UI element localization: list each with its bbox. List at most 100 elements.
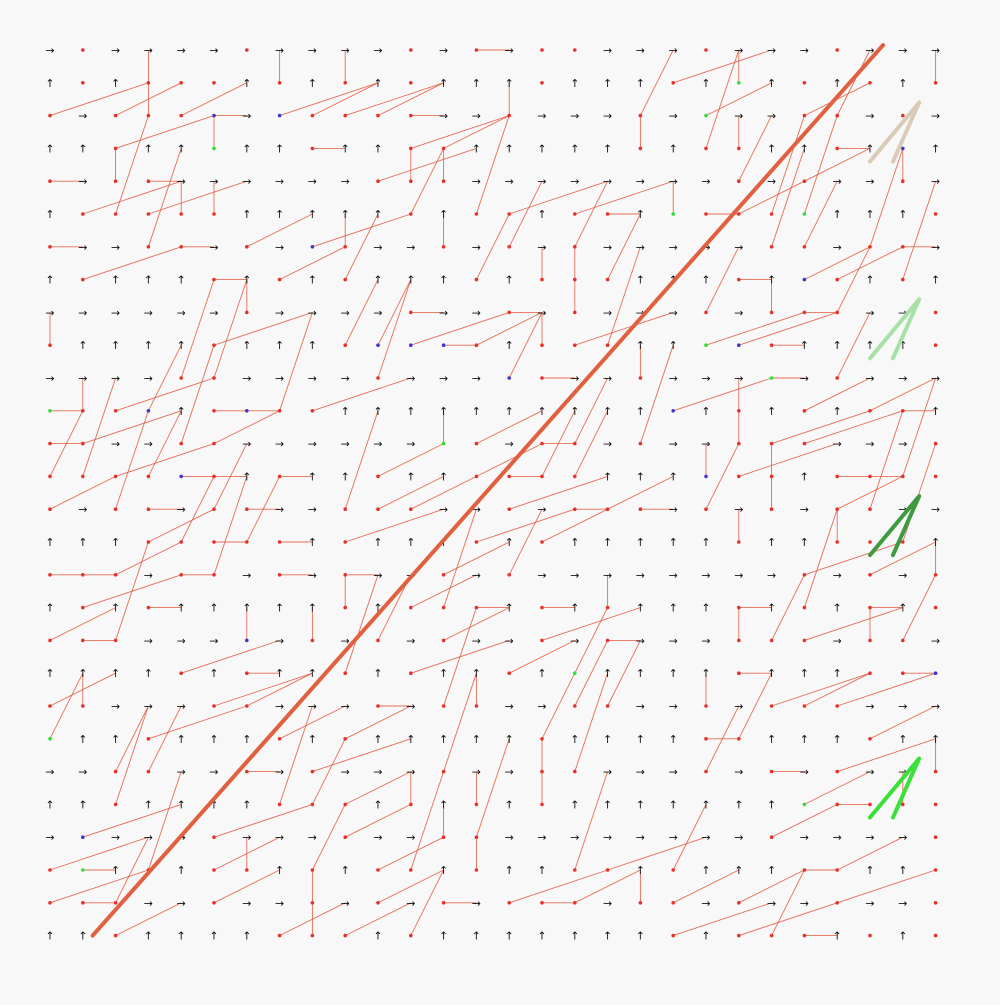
right-arrow-icon: → (505, 175, 514, 188)
grid-edge (574, 311, 674, 346)
grid-node (605, 343, 610, 348)
right-arrow-icon: → (701, 634, 710, 647)
grid-node (868, 802, 872, 807)
right-arrow-icon: → (636, 175, 645, 188)
grid-edge (475, 213, 510, 280)
grid-node (802, 179, 807, 183)
grid-node (179, 81, 183, 85)
right-arrow-icon: → (144, 306, 153, 319)
right-arrow-icon: → (898, 438, 907, 451)
up-arrow-icon: ↑ (537, 405, 546, 418)
grid-edge (115, 902, 182, 937)
right-arrow-icon: → (669, 110, 678, 123)
grid-node (48, 441, 52, 446)
right-arrow-icon: → (45, 306, 54, 319)
right-arrow-icon: → (209, 241, 218, 254)
up-arrow-icon: ↑ (833, 930, 842, 943)
right-arrow-icon: → (275, 634, 284, 647)
grid-node (310, 868, 315, 872)
grid-edge (82, 180, 182, 215)
up-arrow-icon: ↑ (570, 77, 579, 90)
up-arrow-icon: ↑ (177, 733, 186, 746)
grid-node (409, 212, 413, 216)
grid-edge (443, 673, 477, 772)
right-arrow-icon: → (242, 438, 251, 451)
grid-node (277, 802, 282, 807)
grid-node (441, 146, 446, 151)
up-arrow-icon: ↑ (275, 667, 284, 680)
right-arrow-icon: → (505, 766, 514, 779)
grid-node (573, 245, 577, 249)
grid-node (179, 671, 183, 675)
grid-node (901, 671, 905, 675)
right-arrow-icon: → (341, 44, 350, 57)
grid-node (901, 113, 905, 118)
grid-edge (836, 312, 871, 379)
right-arrow-icon: → (242, 372, 251, 385)
grid-node (212, 277, 216, 282)
up-arrow-icon: ↑ (570, 733, 579, 746)
grid-node (802, 802, 807, 807)
up-arrow-icon: ↑ (144, 274, 153, 287)
right-arrow-icon: → (636, 700, 645, 713)
grid-node (146, 474, 151, 479)
grid-edge (804, 541, 903, 576)
grid-edge (443, 115, 510, 149)
grid-node (376, 474, 380, 479)
up-arrow-icon: ↑ (341, 208, 350, 221)
grid-node (245, 409, 249, 413)
grid-node (737, 179, 741, 183)
grid-edge (574, 869, 641, 904)
grid-node (737, 441, 741, 446)
up-arrow-icon: ↑ (177, 864, 186, 877)
grid-node (573, 704, 577, 708)
grid-edge (574, 640, 609, 707)
grid-node (704, 769, 708, 774)
grid-node (802, 933, 807, 938)
grid-node (277, 409, 282, 413)
right-arrow-icon: → (472, 634, 481, 647)
grid-edge (607, 213, 641, 280)
right-arrow-icon: → (275, 766, 284, 779)
up-arrow-icon: ↑ (177, 142, 186, 155)
right-arrow-icon: → (373, 306, 382, 319)
grid-node (901, 277, 905, 282)
right-arrow-icon: → (767, 44, 776, 57)
up-arrow-icon: ↑ (78, 733, 87, 746)
up-arrow-icon: ↑ (439, 405, 448, 418)
grid-node (573, 868, 577, 872)
right-arrow-icon: → (669, 569, 678, 582)
grid-node (573, 48, 577, 52)
grid-node (868, 737, 872, 741)
grid-node (835, 507, 839, 512)
grid-edge (180, 279, 215, 379)
grid-node (769, 474, 774, 479)
grid-edge (804, 246, 871, 281)
up-arrow-icon: ↑ (439, 930, 448, 943)
right-arrow-icon: → (308, 372, 317, 385)
up-arrow-icon: ↑ (472, 733, 481, 746)
grid-node (769, 933, 774, 938)
grid-edge (180, 476, 215, 543)
grid-edge (607, 836, 707, 871)
grid-edge (607, 640, 641, 707)
up-arrow-icon: ↑ (865, 864, 874, 877)
grid-node (868, 81, 872, 85)
up-arrow-icon: ↑ (833, 405, 842, 418)
grid-node (933, 212, 938, 216)
up-arrow-icon: ↑ (472, 667, 481, 680)
right-arrow-icon: → (669, 175, 678, 188)
grid-node (507, 671, 512, 675)
grid-node (474, 605, 479, 610)
grid-node (769, 376, 774, 380)
right-arrow-icon: → (898, 897, 907, 910)
grid-edge (869, 377, 936, 412)
grid-node (81, 638, 85, 643)
grid-edge (279, 705, 346, 740)
grid-node (737, 605, 741, 610)
up-arrow-icon: ↑ (209, 733, 218, 746)
up-arrow-icon: ↑ (767, 798, 776, 811)
up-arrow-icon: ↑ (341, 470, 350, 483)
right-arrow-icon: → (111, 700, 120, 713)
up-arrow-icon: ↑ (767, 405, 776, 418)
